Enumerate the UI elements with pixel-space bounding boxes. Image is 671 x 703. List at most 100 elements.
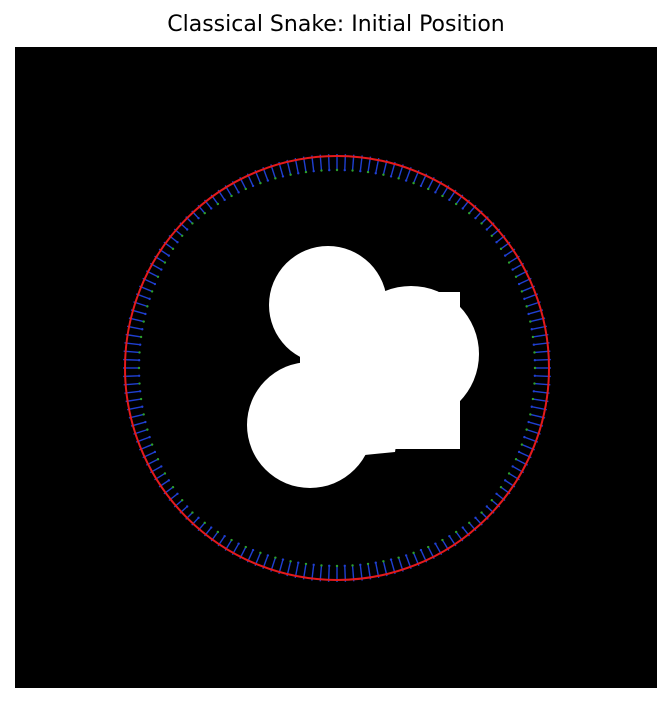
force-arrow-tip [532,390,536,393]
force-arrow-tip [507,472,511,475]
force-arrow-tip [153,282,157,286]
force-arrow-tip [146,428,149,431]
force-arrow-tip [320,564,323,567]
force-arrow-tip [427,545,430,549]
force-arrow-tip [203,211,206,215]
force-arrow-tip [259,181,262,185]
figure-title: Classical Snake: Initial Position [167,12,505,37]
force-arrow-tip [520,290,524,293]
force-arrow-tip [474,516,477,520]
force-arrow-tip [138,382,141,385]
force-arrow-tip [533,382,536,385]
force-arrow-tip [397,177,400,180]
force-arrow-tip [480,511,483,514]
force-arrow-tip [176,492,179,495]
force-arrow-tip [138,351,141,354]
force-arrow-tip [328,168,331,172]
force-arrow-tip [281,558,285,561]
force-arrow-tip [468,211,471,215]
force-arrow-tip [412,181,415,185]
force-arrow-tip [144,420,147,424]
force-arrow-tip [485,228,489,231]
force-arrow-tip [351,564,354,567]
force-arrow-tip [427,187,430,191]
force-arrow-tip [441,194,444,198]
force-arrow-tip [144,312,147,316]
force-arrow-tip [454,530,458,534]
force-arrow-tip [514,458,518,461]
force-arrow-tip [419,548,423,552]
force-arrow-tip [259,551,262,555]
force-arrow-tip [216,202,220,206]
force-arrow-tip [163,261,167,264]
force-arrow-tip [533,351,536,354]
force-arrow-tip [499,485,503,489]
force-arrow-tip [441,538,444,542]
force-arrow-tip [531,397,535,401]
force-arrow-tip [374,561,377,564]
force-arrow-tip [163,472,167,475]
force-arrow-tip [328,564,331,568]
force-arrow-tip [533,366,537,370]
force-arrow-tip [251,548,255,552]
force-arrow-tip [461,207,464,210]
force-arrow-tip [474,216,477,220]
force-arrow-tip [148,297,151,301]
force-arrow-tip [150,443,154,446]
force-arrow-tip [304,562,308,566]
force-arrow-tip [533,374,537,377]
force-arrow-tip [359,563,362,567]
force-arrow-tip [171,247,175,251]
force-arrow-tip [529,320,532,323]
force-arrow-tip [359,169,362,173]
force-arrow-tip [137,359,141,362]
force-arrow-tip [197,516,200,520]
force-arrow-tip [274,556,277,559]
force-arrow-tip [156,458,160,461]
force-arrow-tip [148,435,151,439]
force-arrow-tip [514,275,518,278]
force-arrow-tip [146,305,149,308]
force-arrow-tip [389,558,393,561]
force-arrow-tip [138,343,142,346]
force-arrow-tip [351,169,354,172]
force-arrow-tip [230,538,233,542]
force-arrow-tip [210,526,213,529]
force-arrow-tip [374,172,377,175]
force-arrow-tip [382,560,385,563]
force-arrow-tip [527,420,530,424]
force-arrow-tip [139,397,143,401]
force-arrow-tip [320,169,323,172]
force-arrow-tip [397,556,400,559]
force-arrow-tip [404,554,408,557]
force-arrow-tip [485,505,489,508]
force-arrow-tip [434,191,437,194]
force-arrow-tip [139,335,143,339]
force-arrow-tip [343,564,346,568]
snake-image [15,47,657,688]
force-arrow-tip [142,320,145,323]
force-arrow-tip [495,241,498,244]
force-arrow-tip [216,530,220,534]
force-arrow-tip [468,521,471,525]
force-arrow-tip [185,505,189,508]
force-arrow-tip [137,366,141,370]
force-arrow-tip [191,511,194,514]
force-arrow-tip [335,564,339,568]
force-arrow-tip [495,492,498,495]
force-arrow-tip [525,428,528,431]
force-arrow-tip [191,222,194,225]
force-arrow-tip [210,207,213,210]
force-arrow-tip [312,563,315,567]
force-arrow-tip [223,534,226,538]
force-arrow-tip [197,216,200,220]
force-arrow-tip [223,198,226,202]
force-arrow-tip [511,268,514,271]
force-arrow-tip [448,534,451,538]
image-axes [15,47,657,688]
force-arrow-tip [382,173,385,176]
force-arrow-tip [167,479,171,482]
force-arrow-tip [251,184,255,188]
force-arrow-tip [454,202,458,206]
force-arrow-tip [304,170,308,174]
